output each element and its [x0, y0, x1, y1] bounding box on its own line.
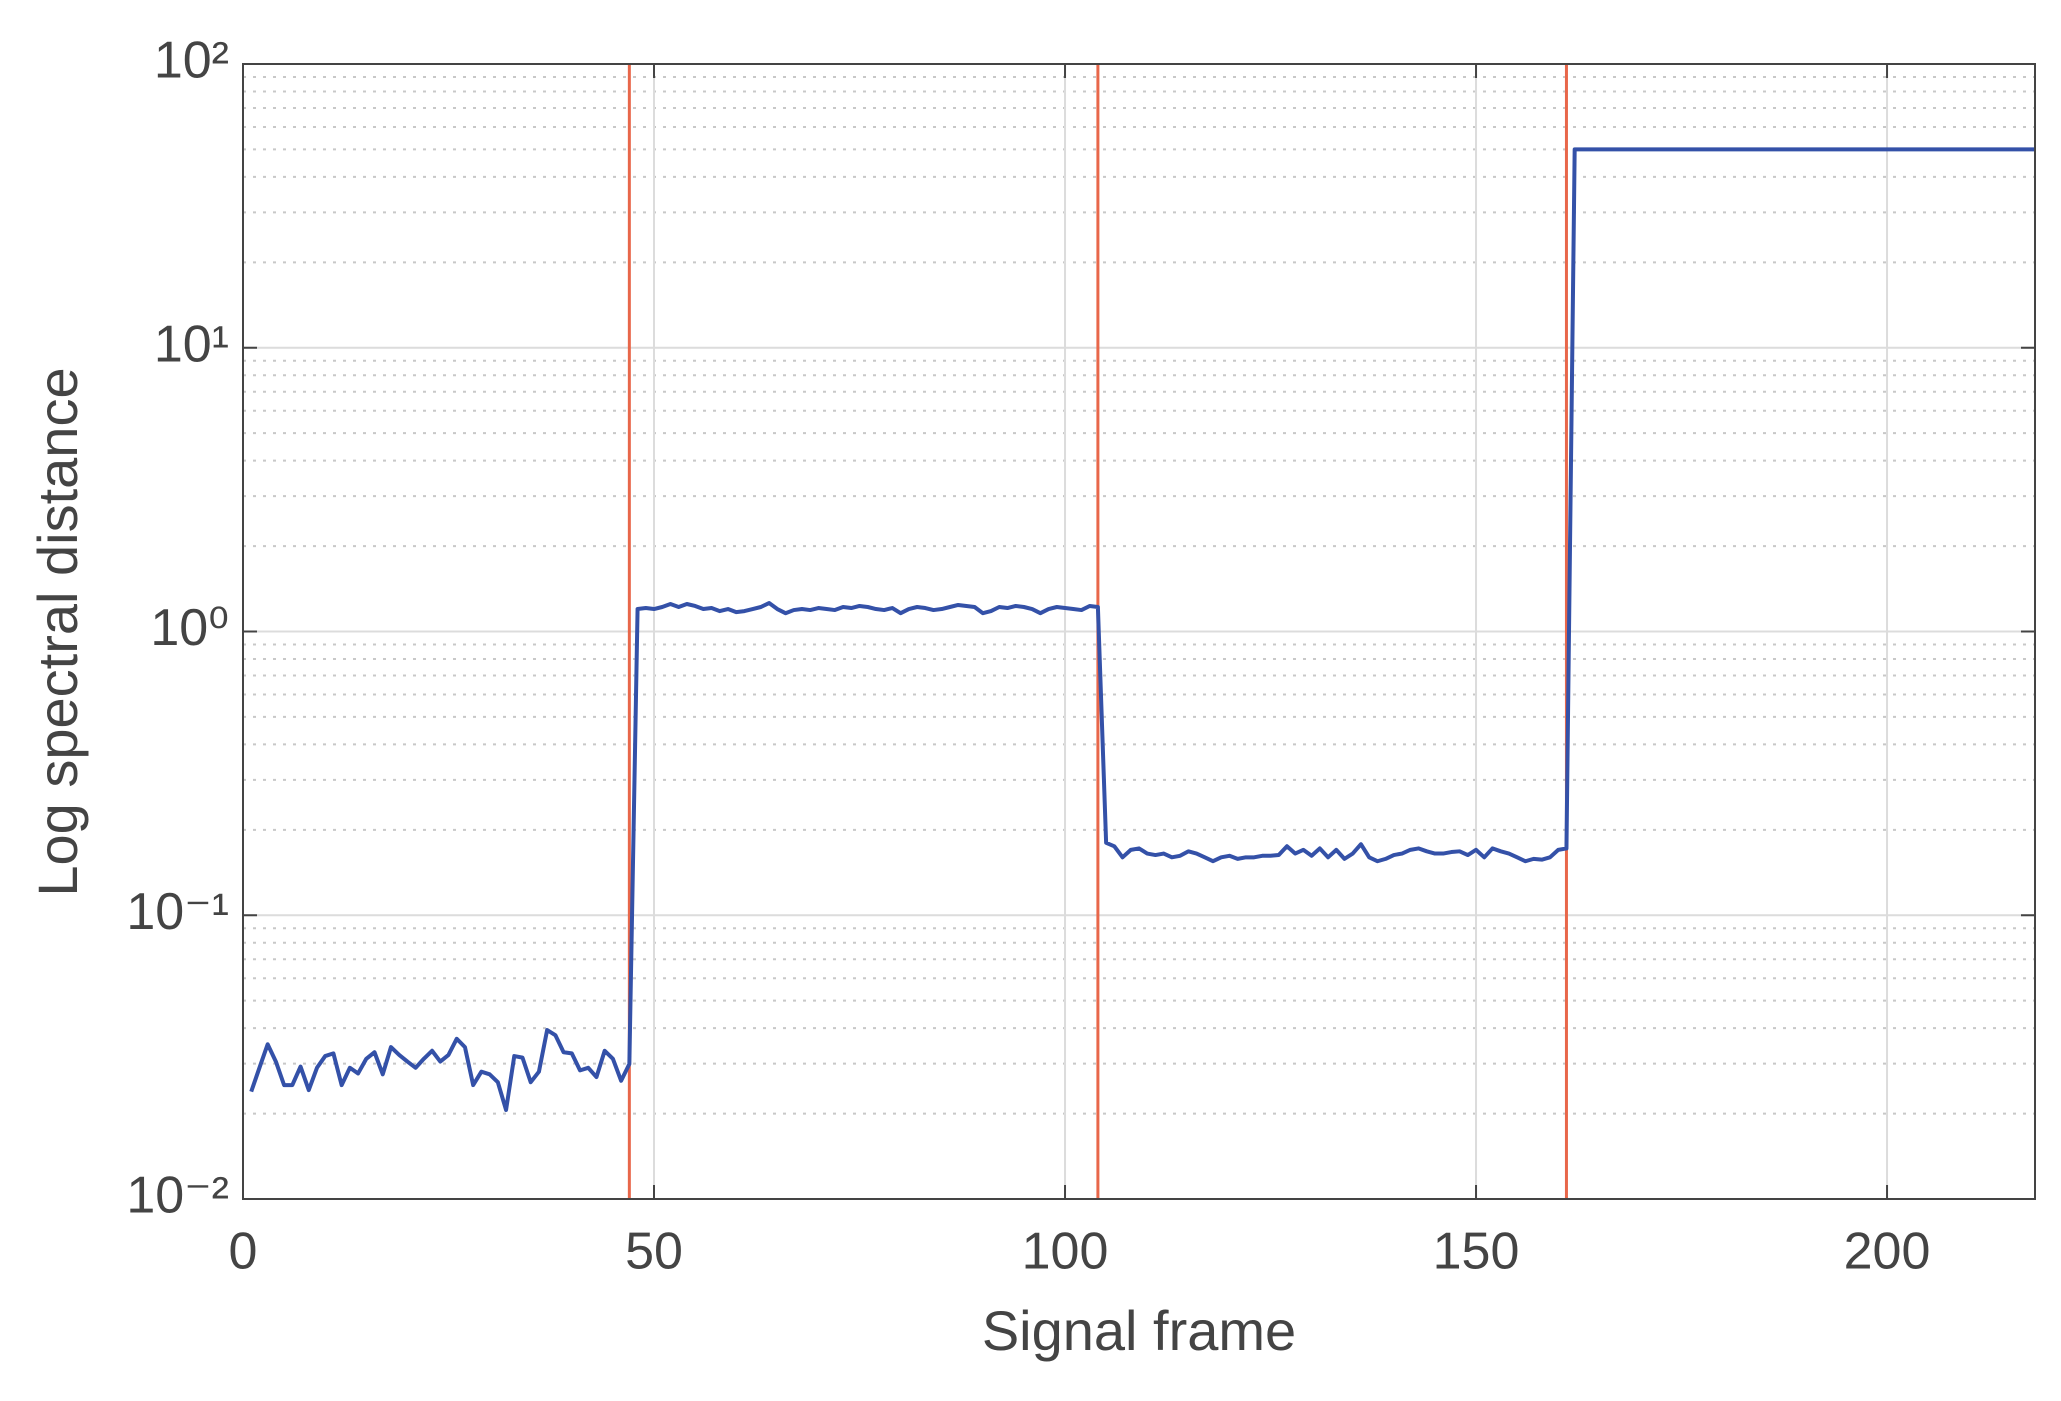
y-tick-label: 10⁻¹ [126, 883, 229, 941]
y-tick-label: 10⁻² [126, 1167, 229, 1225]
x-tick-label: 0 [229, 1223, 258, 1281]
x-tick-label: 100 [1022, 1223, 1109, 1281]
x-tick-label: 150 [1433, 1223, 1520, 1281]
plot-frame [242, 63, 2036, 1200]
y-tick-label: 10¹ [154, 315, 229, 373]
x-tick-label: 200 [1844, 1223, 1931, 1281]
y-tick-label: 10² [154, 32, 229, 90]
x-tick-label: 50 [625, 1223, 683, 1281]
y-axis-label: Log spectral distance [26, 367, 89, 896]
x-axis-label: Signal frame [982, 1299, 1296, 1362]
y-tick-label: 10⁰ [150, 599, 229, 657]
data-line [249, 147, 2035, 1112]
